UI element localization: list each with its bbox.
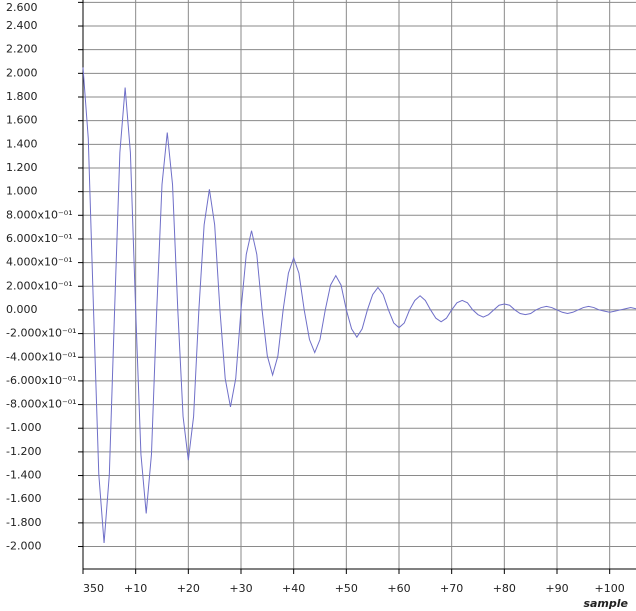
y-tick-label: 2.000x10⁻⁰¹ [6,279,73,292]
data-line [82,67,636,544]
y-tick-label: 8.000x10⁻⁰¹ [6,208,73,221]
x-tick-label: +50 [335,582,358,595]
y-tick-label: 1.000 [6,185,38,198]
x-tick-label: +70 [440,582,463,595]
y-tick-label: 2.200 [6,43,38,56]
y-tick-label: 1.800 [6,90,38,103]
x-tick-label: +30 [229,582,252,595]
y-tick-label: 4.000x10⁻⁰¹ [6,256,73,269]
x-tick-label: +80 [493,582,516,595]
y-tick-label: 1.200 [6,161,38,174]
y-tick-label: -1.400 [6,469,41,482]
x-axis-label: sample [583,597,628,610]
y-tick-label: 1.600 [6,114,38,127]
y-tick-label: 2.000 [6,66,38,79]
x-tick-label: 350 [83,582,104,595]
y-tick-label: 1.400 [6,137,38,150]
y-tick-label: -1.200 [6,445,41,458]
y-tick-label: -4.000x10⁻⁰¹ [6,350,77,363]
x-tick-label: +60 [387,582,410,595]
y-tick-label: 6.000x10⁻⁰¹ [6,232,73,245]
y-tick-label: -6.000x10⁻⁰¹ [6,374,77,387]
y-tick-label: -2.000 [6,540,41,553]
y-tick-label: -2.000x10⁻⁰¹ [6,327,77,340]
y-tick-label: -8.000x10⁻⁰¹ [6,398,77,411]
y-tick-label: 2.400 [6,19,38,32]
x-tick-label: +40 [282,582,305,595]
y-tick-label: -1.800 [6,516,41,529]
y-tick-label: -1.600 [6,492,41,505]
y-tick-label: 2.600 [6,1,38,14]
x-tick-label: +20 [177,582,200,595]
x-tick-label: +100 [595,582,625,595]
x-tick-label: +10 [124,582,147,595]
x-tick-label: +90 [545,582,568,595]
y-tick-label: -1.000 [6,421,41,434]
y-tick-label: 0.000 [6,303,38,316]
